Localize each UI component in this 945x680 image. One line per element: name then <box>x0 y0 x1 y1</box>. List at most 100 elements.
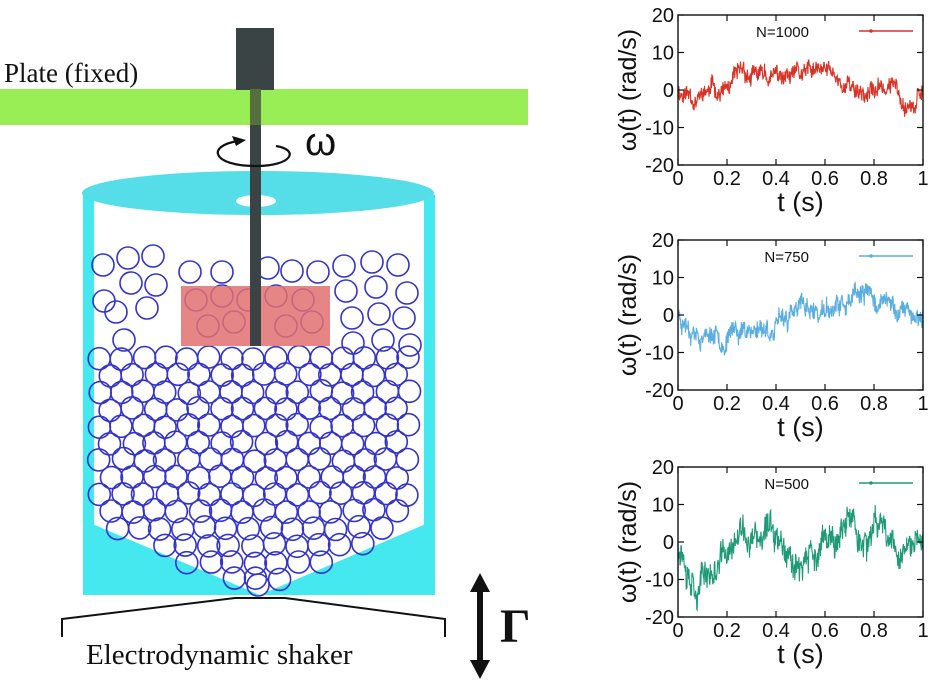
bead <box>351 413 376 438</box>
bead <box>120 465 144 489</box>
y-tick-label: -20 <box>645 155 674 177</box>
bead <box>187 362 211 387</box>
x-tick-label: 0.4 <box>762 393 790 415</box>
bead <box>210 396 234 421</box>
bead <box>120 396 144 420</box>
bead <box>309 550 334 575</box>
y-tick-label: 20 <box>652 5 674 27</box>
bead <box>280 259 304 283</box>
bead <box>254 466 279 490</box>
bead <box>320 465 345 489</box>
x-tick-label: 0 <box>672 168 683 190</box>
bead <box>330 381 355 406</box>
bead <box>370 516 394 540</box>
bead <box>362 465 387 489</box>
bead <box>109 347 133 371</box>
bead <box>171 517 195 542</box>
bead <box>230 396 255 421</box>
x-tick-label: 0.2 <box>713 168 741 190</box>
bead <box>340 431 365 456</box>
gamma-label: Γ <box>500 600 531 653</box>
bead <box>97 432 122 456</box>
bead <box>253 396 278 421</box>
legend-label: N=1000 <box>756 24 809 41</box>
legend-label: N=750 <box>764 249 809 266</box>
bead <box>220 346 244 371</box>
bead <box>384 396 408 421</box>
bead <box>252 498 277 522</box>
bead <box>230 363 255 388</box>
bead <box>87 482 112 507</box>
bead <box>398 333 422 357</box>
shaker-label: Electrodynamic shaker <box>86 639 353 671</box>
bead <box>323 517 348 542</box>
y-tick-label: 20 <box>652 230 674 252</box>
bead <box>242 449 267 474</box>
bead <box>308 480 332 505</box>
bead <box>297 396 322 420</box>
x-tick-label: 0.4 <box>762 168 790 190</box>
bead <box>246 573 270 597</box>
bead <box>318 396 342 421</box>
x-tick-label: 0.2 <box>713 620 741 642</box>
bead <box>111 482 135 506</box>
bead <box>141 244 165 268</box>
bead <box>164 499 189 524</box>
bead <box>364 275 388 299</box>
bead <box>192 515 217 539</box>
bead <box>285 412 310 437</box>
bead <box>187 466 211 490</box>
bead <box>285 380 310 405</box>
bead <box>155 482 180 507</box>
bead <box>341 396 366 421</box>
bead <box>122 431 147 456</box>
bead <box>360 250 384 274</box>
bead <box>92 289 116 313</box>
bead <box>219 550 244 574</box>
x-tick-label: 0 <box>672 393 683 415</box>
bead <box>274 500 299 524</box>
bead <box>119 271 143 295</box>
bead <box>165 398 189 422</box>
bead <box>175 550 199 575</box>
bead <box>286 550 311 574</box>
bead <box>86 448 111 472</box>
bead <box>298 362 322 387</box>
y-tick-label: 10 <box>652 495 674 517</box>
bead <box>274 397 298 421</box>
legend-marker <box>869 481 873 485</box>
bead <box>210 431 234 455</box>
bead <box>306 260 330 284</box>
bead <box>331 449 356 474</box>
bead <box>392 306 416 330</box>
bead <box>367 302 391 326</box>
bead <box>240 380 265 405</box>
bead <box>353 448 378 472</box>
bead <box>395 447 420 472</box>
bead <box>375 379 400 404</box>
bead <box>197 482 221 507</box>
bead <box>112 328 136 352</box>
bead <box>285 482 310 507</box>
bead <box>309 345 334 370</box>
bead <box>230 465 255 490</box>
series-line <box>677 59 924 117</box>
bead <box>396 345 420 370</box>
bead <box>178 260 202 284</box>
bead <box>91 253 115 277</box>
y-tick-label: -10 <box>645 118 674 140</box>
bead <box>196 345 221 369</box>
bead <box>259 515 284 540</box>
bead <box>386 253 410 277</box>
bead <box>265 380 289 405</box>
bead <box>241 347 265 371</box>
bead <box>297 465 321 489</box>
bead <box>280 517 305 542</box>
bead <box>242 413 266 438</box>
bead <box>196 534 221 558</box>
bead <box>274 465 298 490</box>
bead <box>135 296 159 320</box>
bead <box>342 498 367 523</box>
bead <box>144 273 168 297</box>
bead <box>242 483 266 508</box>
